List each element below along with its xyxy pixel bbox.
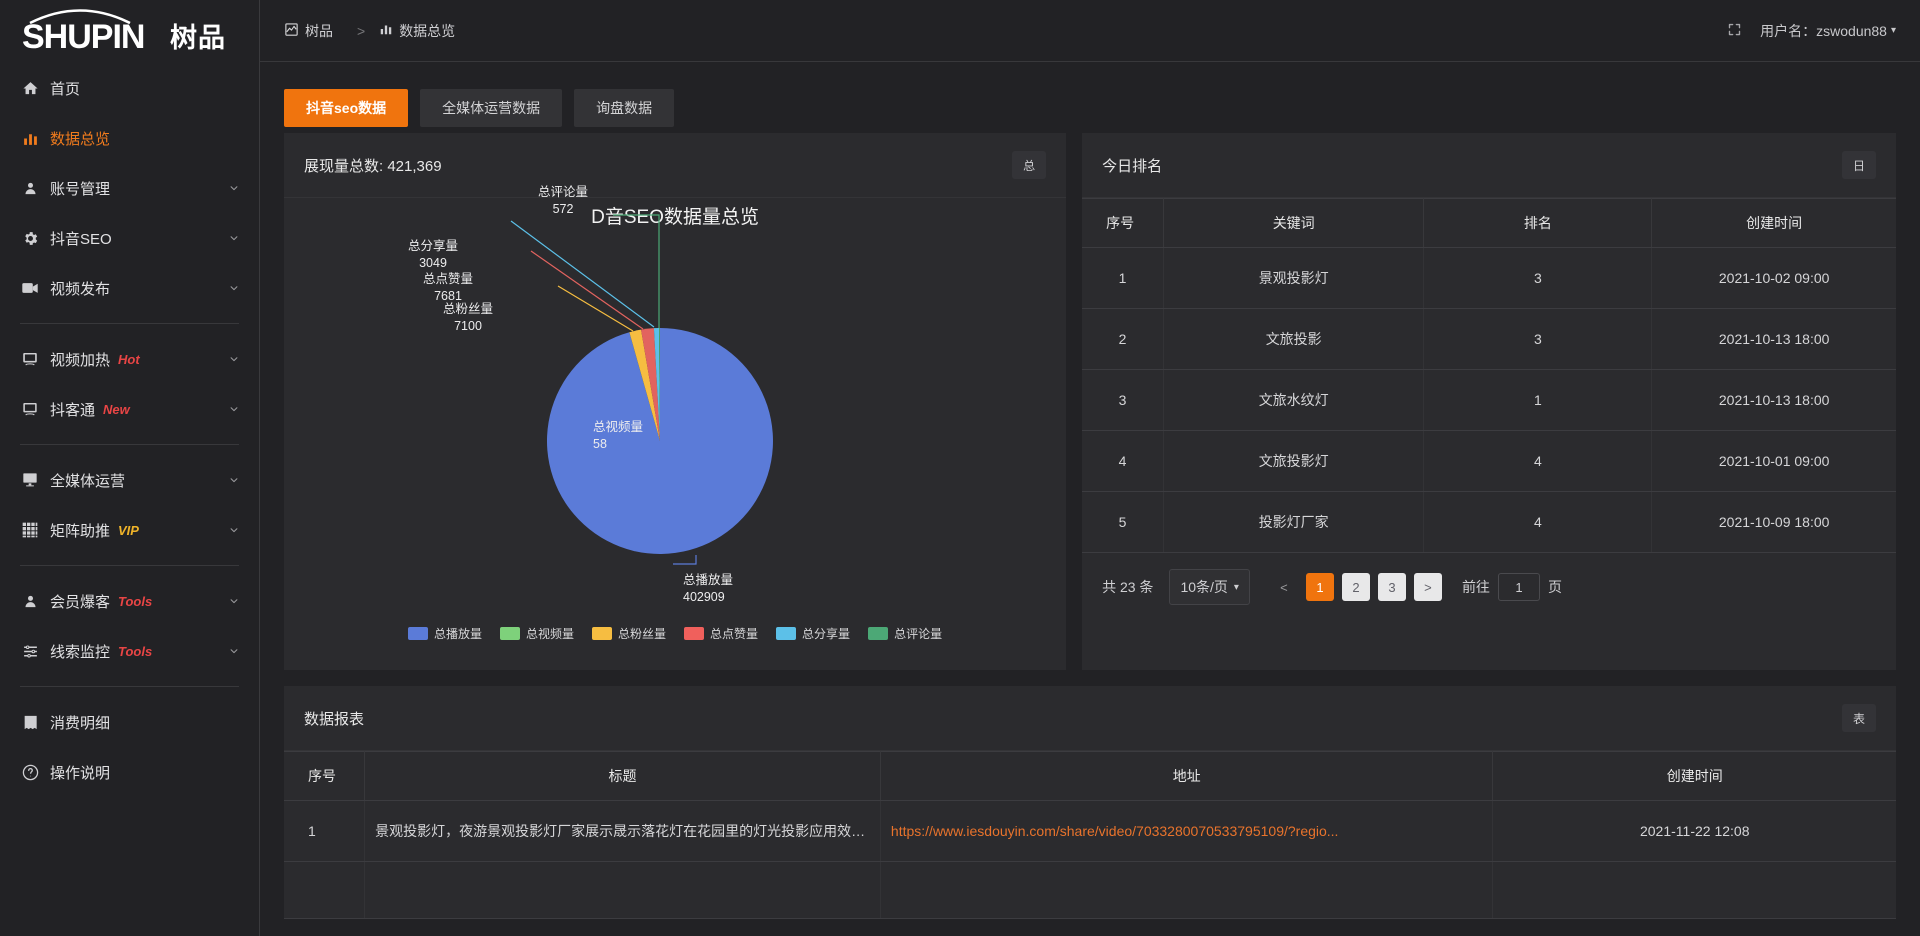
svg-text:总分享量: 总分享量 [408,238,458,253]
svg-text:树品: 树品 [170,23,226,53]
svg-text:572: 572 [553,202,574,216]
svg-text:SHUPIN: SHUPIN [22,18,144,56]
svg-text:总评论量: 总评论量 [538,185,588,199]
